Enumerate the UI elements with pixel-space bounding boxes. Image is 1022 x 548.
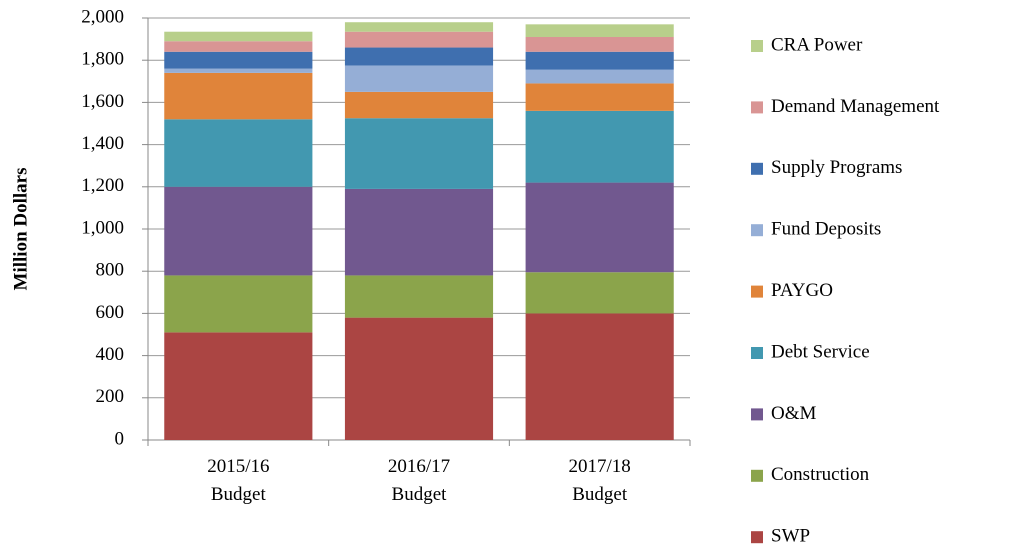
x-tick-label: 2016/17 Budget	[388, 456, 450, 505]
legend-label: Construction	[771, 464, 870, 485]
bar-segment	[525, 24, 674, 37]
legend-label: Demand Management	[771, 96, 940, 117]
legend-swatch	[751, 469, 763, 482]
legend-label: Debt Service	[771, 341, 870, 362]
bar-segment	[344, 65, 494, 92]
bar-segment	[344, 275, 494, 318]
legend-swatch	[751, 40, 763, 52]
legend-swatch	[751, 347, 763, 359]
bar-segment	[164, 186, 313, 276]
bar-segment	[344, 31, 494, 48]
legend-label: Supply Programs	[771, 157, 902, 178]
y-tick-label: 200	[96, 386, 125, 407]
bar-segment	[164, 332, 313, 440]
bar-segment	[525, 51, 674, 70]
y-tick-label: 800	[96, 260, 125, 281]
x-tick-label: 2017/18 Budget	[569, 456, 631, 505]
y-tick-label: 2,000	[81, 6, 124, 27]
bar-segment	[164, 275, 313, 333]
bar-segment	[344, 118, 494, 189]
bar-segment	[525, 313, 674, 440]
bar-segment	[344, 188, 494, 276]
bar-segment	[525, 83, 674, 111]
y-tick-label: 400	[96, 344, 125, 365]
bar-segment	[344, 91, 494, 119]
y-tick-label: 1,000	[81, 217, 124, 238]
legend-swatch	[751, 101, 763, 114]
x-tick-label: 2015/16 Budget	[207, 456, 269, 505]
legend-label: PAYGO	[771, 280, 833, 301]
bar-segment	[164, 119, 313, 187]
y-tick-label: 600	[96, 302, 125, 323]
legend-label: CRA Power	[771, 34, 863, 55]
bar-segment	[164, 41, 313, 52]
y-tick-label: 1,200	[81, 175, 124, 196]
legend-swatch	[751, 285, 763, 298]
legend-label: O&M	[771, 403, 817, 424]
y-tick-label: 1,400	[81, 133, 124, 154]
bar-segment	[525, 36, 674, 52]
bar-segment	[525, 110, 674, 183]
legend-swatch	[751, 224, 763, 237]
bar-segment	[344, 22, 494, 32]
legend-label: SWP	[771, 526, 810, 547]
bar-segment	[344, 317, 494, 440]
bar-segment	[525, 272, 674, 314]
bar-segment	[525, 69, 674, 84]
y-tick-label: 1,600	[81, 91, 124, 112]
y-axis-label: Million Dollars	[10, 168, 31, 291]
legend-swatch	[751, 531, 763, 544]
legend-swatch	[751, 162, 763, 175]
bar-segment	[525, 182, 674, 273]
bar-segment	[164, 51, 313, 69]
bar-segment	[344, 47, 494, 66]
bar-segment	[164, 68, 313, 73]
legend-label: Fund Deposits	[771, 219, 881, 240]
y-tick-label: 1,800	[81, 49, 124, 70]
bar-segment	[164, 72, 313, 120]
bar-segment	[164, 31, 313, 42]
y-tick-label: 0	[115, 428, 125, 449]
legend-swatch	[751, 408, 763, 421]
